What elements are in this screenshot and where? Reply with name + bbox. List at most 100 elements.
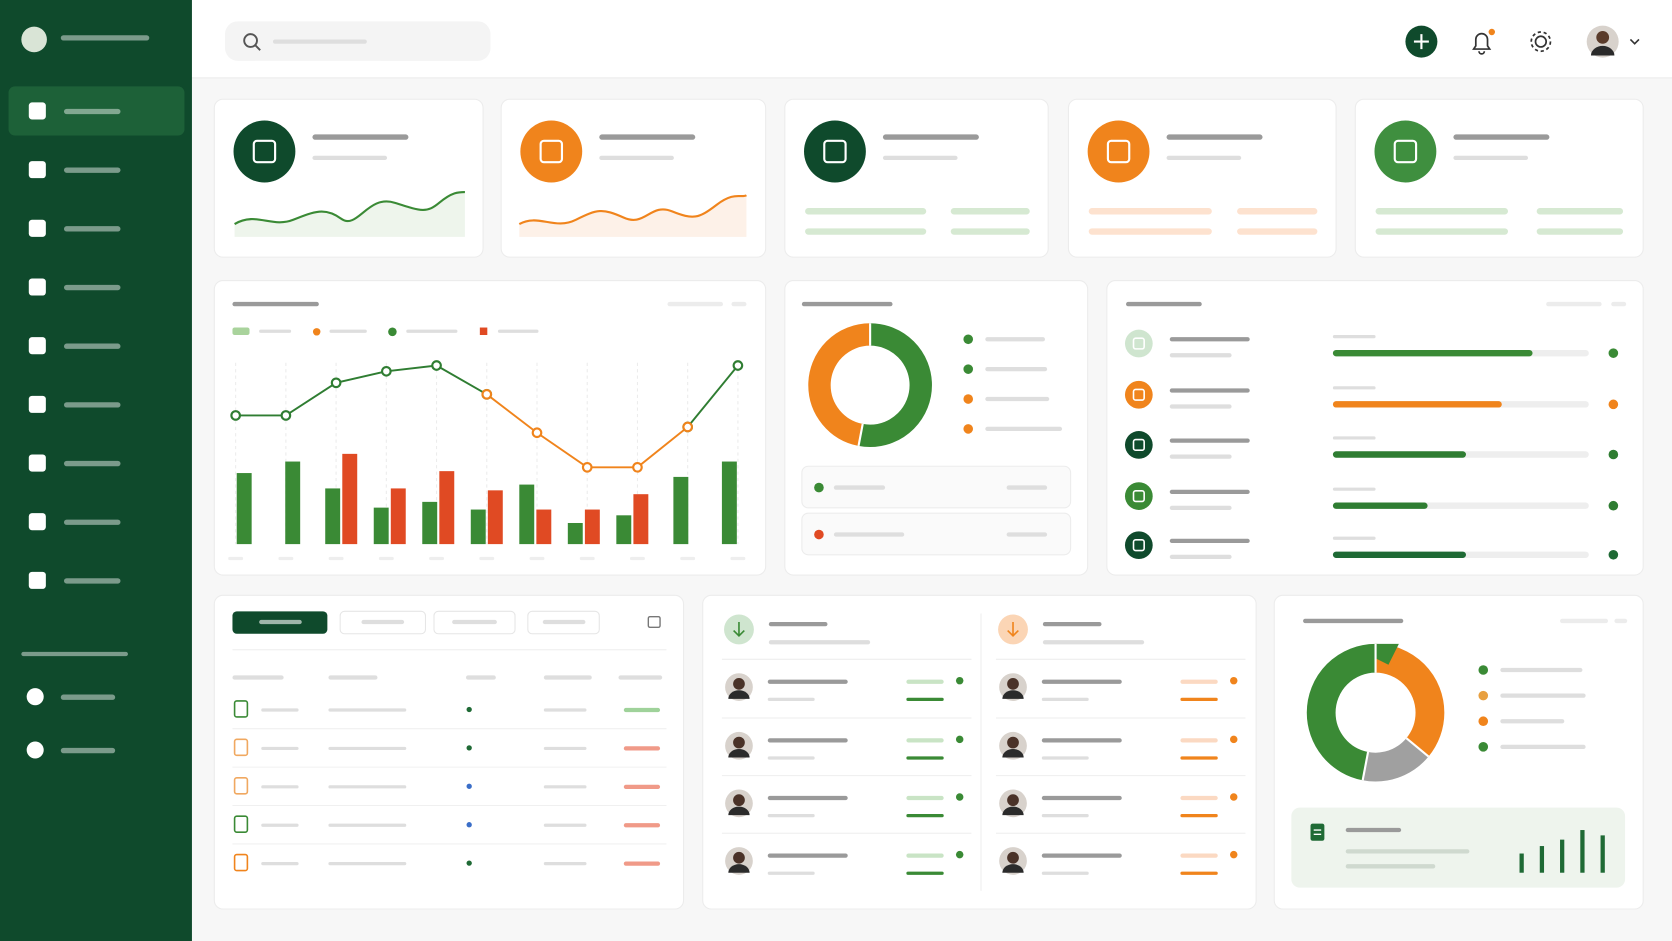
cell-placeholder	[261, 785, 299, 789]
avatar-head	[1596, 30, 1610, 44]
kpi-placeholder	[1237, 228, 1318, 235]
card-title-placeholder	[1303, 618, 1404, 624]
person-body	[728, 806, 750, 816]
person-name-placeholder	[1041, 738, 1122, 743]
kpi-placeholder	[1375, 228, 1508, 235]
cell-placeholder	[328, 708, 407, 712]
status-dot	[1230, 850, 1238, 859]
cell-placeholder	[328, 862, 407, 866]
nav-active[interactable]	[8, 86, 185, 136]
kpi-title-placeholder	[599, 134, 696, 140]
legend-placeholder	[329, 329, 367, 333]
filter-placeholder	[1560, 618, 1609, 624]
row-title-placeholder	[1169, 538, 1250, 544]
bar	[616, 515, 632, 545]
person-body	[728, 864, 750, 873]
summary-row	[801, 512, 1072, 556]
people-list	[721, 614, 1246, 875]
nav-item-placeholder[interactable]	[63, 108, 121, 115]
kpi-placeholder	[1237, 208, 1318, 215]
nav-icon	[26, 688, 44, 706]
status-dot	[466, 783, 472, 789]
column-header-placeholder	[232, 675, 284, 680]
amount-placeholder	[623, 707, 661, 713]
nav-item-placeholder[interactable]	[63, 167, 121, 173]
summary-placeholder	[1006, 485, 1048, 490]
legend-dot	[1478, 690, 1489, 701]
nav-item-placeholder[interactable]	[63, 519, 121, 525]
bar	[1519, 853, 1524, 873]
person-body	[728, 690, 750, 699]
nav-item-placeholder[interactable]	[63, 460, 121, 467]
legend-swatch	[388, 327, 397, 337]
kpi-placeholder	[1536, 228, 1624, 235]
nav-item-placeholder[interactable]	[60, 747, 116, 754]
row-title-placeholder	[1169, 438, 1250, 443]
kpi-title-placeholder	[882, 134, 979, 140]
person-body	[728, 748, 750, 758]
status-dot	[1608, 549, 1619, 560]
kpi-title-placeholder	[1166, 134, 1263, 140]
settings-icon	[1530, 31, 1552, 53]
person-sub-placeholder	[1041, 756, 1089, 760]
bar	[1539, 846, 1545, 873]
status-dot	[466, 745, 472, 751]
legend-dot	[963, 394, 974, 404]
value-placeholder	[906, 679, 944, 684]
line-point	[380, 365, 392, 377]
report-icon	[1310, 823, 1325, 841]
person-sub-placeholder	[767, 871, 815, 875]
bar	[236, 473, 252, 545]
summary-row	[801, 465, 1072, 509]
status-dot	[955, 676, 964, 685]
add-icon	[1413, 34, 1429, 50]
notification-button[interactable]	[1472, 32, 1492, 55]
value-placeholder	[906, 795, 944, 801]
legend-placeholder	[1500, 667, 1583, 673]
row-sub-placeholder	[1169, 404, 1232, 409]
notification-badge	[1488, 28, 1495, 36]
nav-item-placeholder[interactable]	[63, 402, 121, 408]
bar	[373, 507, 389, 545]
value-placeholder	[1180, 679, 1218, 684]
cell-placeholder	[328, 746, 407, 751]
status-dot	[1608, 348, 1619, 358]
nav-item-placeholder[interactable]	[63, 226, 121, 232]
cell-placeholder	[543, 785, 587, 789]
x-label-placeholder	[680, 556, 696, 561]
legend-placeholder	[985, 426, 1063, 432]
kpi-sub-placeholder	[1166, 155, 1242, 161]
user-menu-caret[interactable]	[1629, 38, 1640, 45]
person-head	[1007, 794, 1019, 807]
nav-item-placeholder[interactable]	[60, 694, 116, 700]
status-dot	[1230, 676, 1238, 685]
brand-placeholder	[60, 35, 150, 41]
bar	[342, 453, 358, 545]
kpi-sub-placeholder	[882, 155, 958, 161]
nav-item-placeholder[interactable]	[63, 284, 121, 291]
summary-dot	[814, 482, 824, 493]
line-point	[682, 421, 694, 433]
nav-item-placeholder[interactable]	[63, 343, 121, 349]
line-point	[531, 427, 543, 439]
filter-placeholder	[1611, 301, 1627, 307]
kpi-icon	[804, 120, 866, 183]
nav-icon	[28, 395, 46, 413]
x-label-placeholder	[278, 556, 294, 561]
calendar-button[interactable]	[647, 615, 661, 629]
section-sub-placeholder	[1042, 640, 1145, 645]
combo-chart	[228, 360, 746, 561]
nav-item-placeholder[interactable]	[63, 578, 121, 584]
progress-fill	[1332, 451, 1466, 458]
kpi-icon-glyph	[252, 139, 277, 164]
tab-placeholder	[361, 619, 405, 625]
value-placeholder	[1180, 697, 1218, 701]
filter-placeholder	[731, 301, 747, 307]
summary-placeholder	[833, 532, 905, 537]
row-icon-glyph	[1132, 388, 1145, 401]
person-sub-placeholder	[767, 697, 815, 701]
settings-button[interactable]	[1534, 35, 1548, 48]
legend-placeholder	[985, 367, 1048, 372]
kpi-placeholder	[1536, 208, 1624, 215]
sparkline	[234, 190, 465, 225]
